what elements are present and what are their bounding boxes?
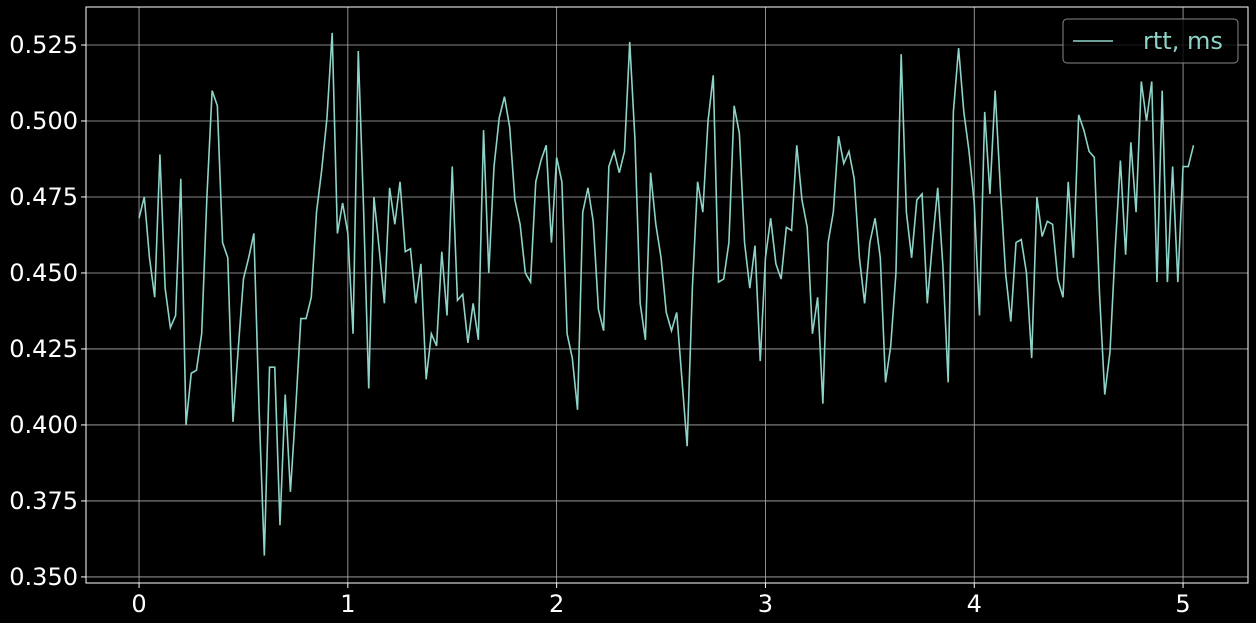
data-line [138,32,1195,556]
x-tick-label: 5 [1175,590,1190,618]
plot-frame [85,6,1249,584]
y-tick-label: 0.350 [9,563,78,591]
y-tick-label: 0.500 [9,107,78,135]
y-tick-label: 0.425 [9,335,78,363]
y-tick-label: 0.400 [9,411,78,439]
y-tick-label: 0.450 [9,259,78,287]
legend-label: rtt, ms [1143,27,1223,55]
x-tick-label: 2 [549,590,564,618]
y-tick-label: 0.475 [9,183,78,211]
y-tick-label: 0.375 [9,487,78,515]
x-tick-label: 4 [967,590,982,618]
y-tick-label: 0.525 [9,31,78,59]
x-tick-label: 1 [340,590,355,618]
x-tick-label: 0 [131,590,146,618]
legend-box [1062,18,1239,64]
x-tick-label: 3 [758,590,773,618]
